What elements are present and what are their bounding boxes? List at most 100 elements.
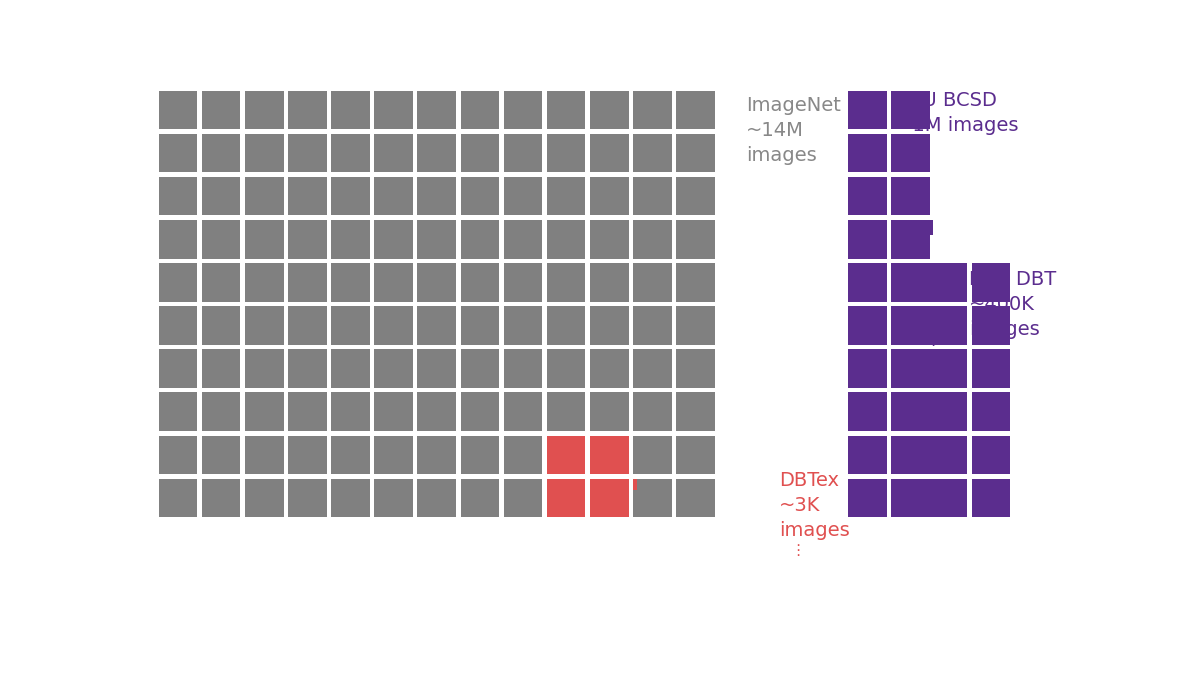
Point xyxy=(241,466,260,477)
Point xyxy=(863,440,882,451)
Point xyxy=(245,220,264,231)
Point xyxy=(354,173,373,184)
Point xyxy=(848,217,868,227)
Point xyxy=(625,275,644,286)
Point xyxy=(257,506,276,517)
Point xyxy=(480,287,499,298)
Point xyxy=(421,91,440,102)
Point xyxy=(371,130,390,141)
Point xyxy=(911,432,930,443)
Point xyxy=(530,322,550,333)
Point xyxy=(700,114,719,125)
Point xyxy=(653,181,672,192)
Point xyxy=(307,208,326,219)
Point xyxy=(582,306,601,317)
Point xyxy=(868,181,887,192)
Point xyxy=(163,110,182,121)
Point xyxy=(899,99,918,109)
Point xyxy=(684,205,703,215)
Point xyxy=(205,196,224,207)
Point xyxy=(523,424,542,435)
Point xyxy=(382,487,401,497)
Point xyxy=(582,87,601,98)
Point xyxy=(316,432,335,443)
Point xyxy=(700,283,719,294)
Point xyxy=(307,279,326,290)
Point xyxy=(229,134,248,145)
Point xyxy=(863,506,882,517)
Point xyxy=(523,487,542,497)
Point xyxy=(430,455,449,466)
Point xyxy=(848,412,868,423)
Point xyxy=(995,412,1014,423)
Point xyxy=(856,502,875,513)
Point xyxy=(598,275,617,286)
Point xyxy=(335,326,354,337)
Point xyxy=(925,271,944,282)
Point xyxy=(182,263,202,274)
Point xyxy=(461,181,480,192)
Point xyxy=(338,205,358,215)
Point xyxy=(378,448,397,458)
Point xyxy=(217,157,236,168)
Point xyxy=(350,346,370,356)
Point xyxy=(871,267,890,278)
Point xyxy=(221,479,240,490)
Point xyxy=(480,502,499,513)
Point xyxy=(648,495,667,506)
Point xyxy=(530,303,550,314)
Point xyxy=(660,217,679,227)
Point xyxy=(684,287,703,298)
Point xyxy=(911,420,930,431)
Point xyxy=(899,315,918,325)
Point xyxy=(544,510,563,520)
Point xyxy=(221,315,240,325)
Point xyxy=(390,487,409,497)
Point xyxy=(972,448,991,458)
Point xyxy=(554,294,574,305)
Point xyxy=(547,381,566,392)
Point xyxy=(566,260,586,271)
Point xyxy=(656,306,676,317)
Point xyxy=(648,157,667,168)
Point xyxy=(868,91,887,102)
Point xyxy=(382,173,401,184)
Point xyxy=(610,122,629,132)
Point xyxy=(433,333,452,344)
Point xyxy=(214,350,233,360)
Point xyxy=(617,138,636,148)
Point xyxy=(527,318,546,329)
Point xyxy=(991,397,1010,408)
Point xyxy=(158,200,178,211)
Point xyxy=(520,185,539,196)
Point xyxy=(558,138,577,148)
Point xyxy=(700,452,719,462)
Point xyxy=(613,373,632,383)
Point xyxy=(205,491,224,502)
Point xyxy=(151,361,170,372)
Point xyxy=(625,354,644,364)
Point xyxy=(170,267,190,278)
Point xyxy=(437,483,456,493)
Point xyxy=(182,373,202,383)
Point xyxy=(574,346,593,356)
Point xyxy=(174,306,193,317)
Point xyxy=(158,397,178,408)
Point xyxy=(418,310,437,321)
Point xyxy=(574,103,593,113)
Point xyxy=(570,196,589,207)
Point xyxy=(425,138,444,148)
Point xyxy=(520,103,539,113)
Point xyxy=(629,455,648,466)
Point xyxy=(892,178,911,188)
Point xyxy=(316,91,335,102)
Point xyxy=(155,283,174,294)
Point xyxy=(523,315,542,325)
Point xyxy=(936,393,955,404)
Point xyxy=(672,322,691,333)
Point xyxy=(382,412,401,423)
Point xyxy=(418,220,437,231)
Point xyxy=(272,107,292,117)
Point xyxy=(672,365,691,376)
Point xyxy=(684,114,703,125)
